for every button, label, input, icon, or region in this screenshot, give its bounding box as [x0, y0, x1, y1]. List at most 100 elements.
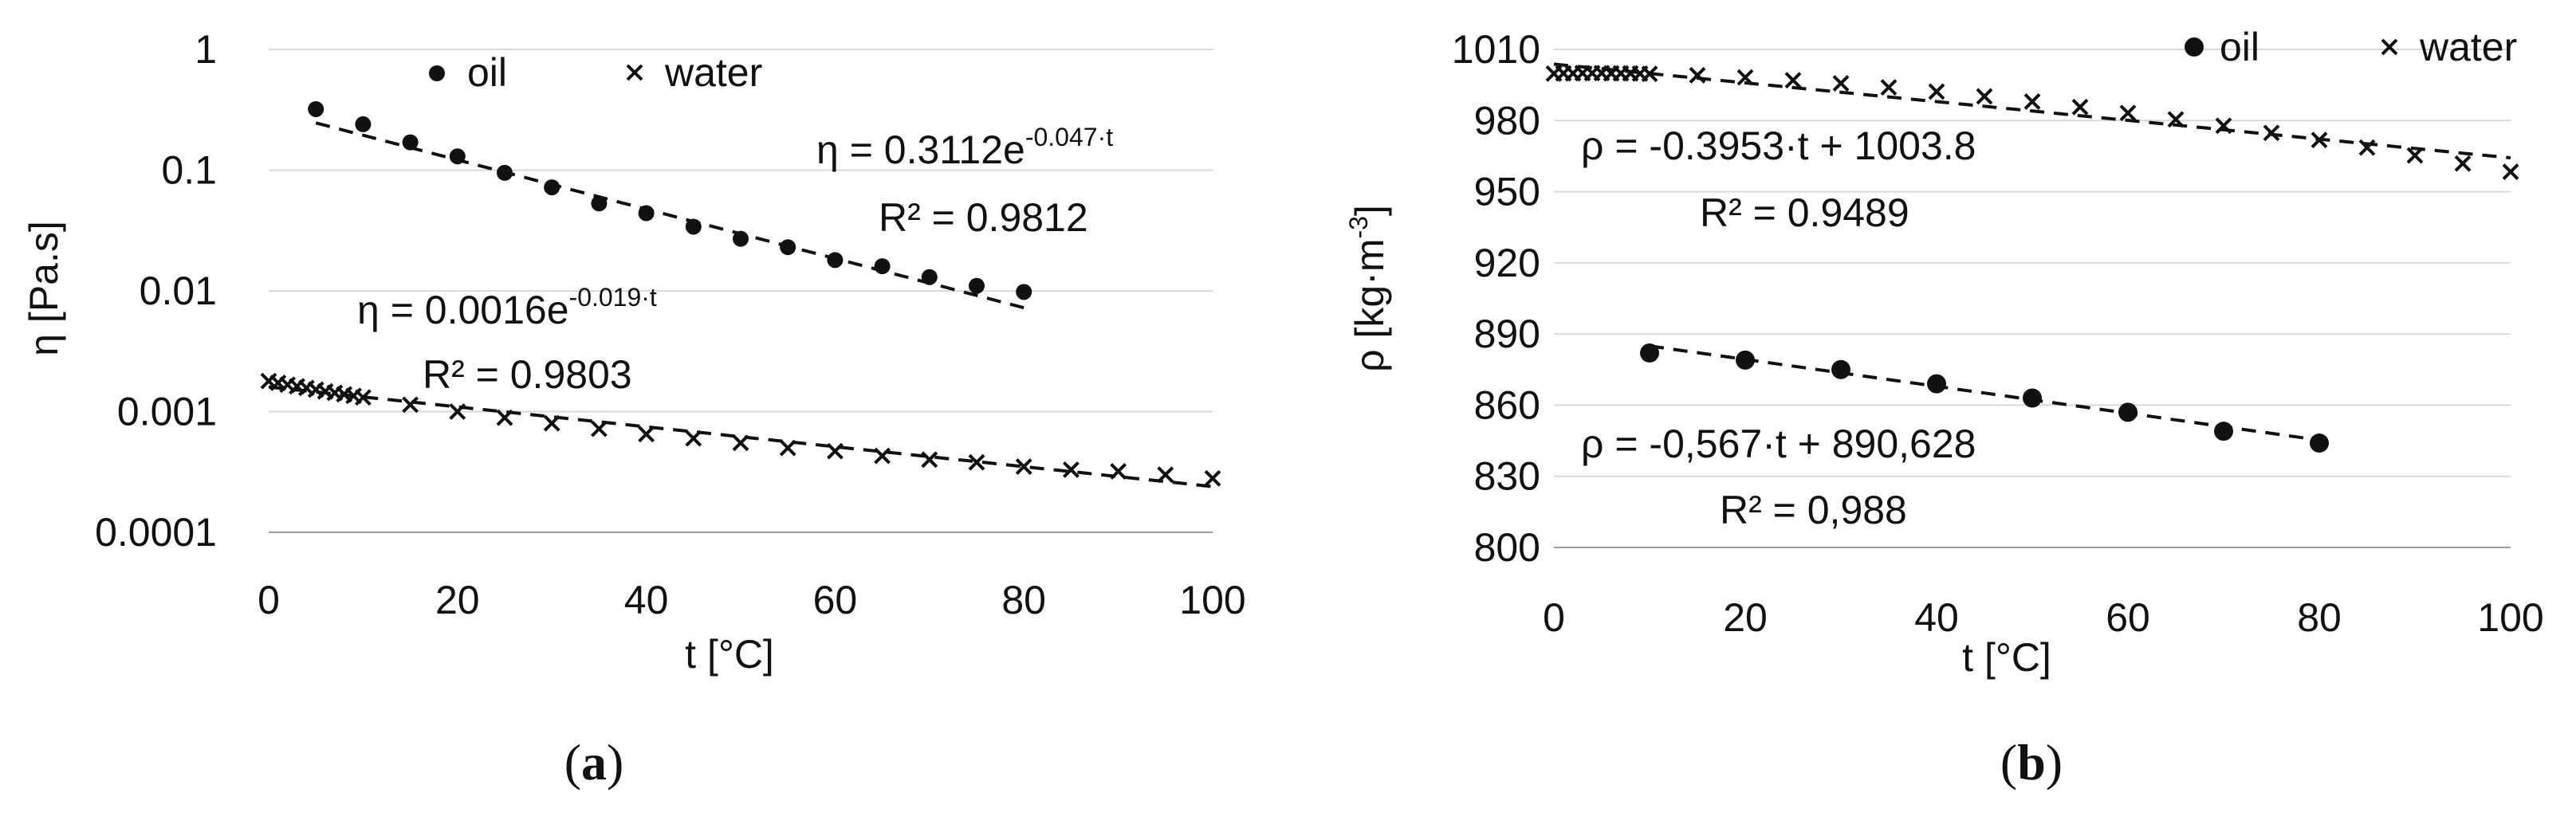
chart-b-oil-point: [1927, 374, 1946, 394]
chart-a-water-point: [1110, 463, 1127, 480]
chart-a-legend-water: water: [664, 50, 762, 95]
chart-b-water-point: [2119, 104, 2137, 122]
chart-b-x-tick-label: 60: [2106, 595, 2150, 640]
chart-b-y-tick-label: 950: [1474, 170, 1540, 214]
chart-a-legend-oil: oil: [467, 50, 507, 95]
chart-a-oil-point: [827, 252, 844, 269]
chart-a-legend-oil-marker: [429, 65, 445, 81]
chart-a-oil-point: [1016, 284, 1032, 300]
chart-b-water-point: [2023, 93, 2041, 110]
chart-b-sublabel: (b): [2000, 734, 2063, 790]
chart-a-oil-r2: R² = 0.9812: [879, 195, 1088, 240]
chart-b-water-point: [1784, 72, 1802, 89]
chart-a-y-tick-label: 0.01: [140, 269, 217, 313]
chart-a-water-point: [402, 396, 419, 414]
chart-b-water-point: [2311, 131, 2328, 149]
chart-b-trendline-oil: [1649, 344, 2320, 442]
chart-a-water-point: [496, 409, 513, 426]
chart-a-legend: oil water: [429, 50, 762, 95]
chart-b-legend-oil: oil: [2220, 25, 2259, 69]
chart-a-water-point: [1204, 469, 1221, 487]
chart-b-marks: [1545, 65, 2519, 453]
chart-a-legend-water-marker: [626, 64, 643, 81]
chart-a-y-tick-label: 0.001: [117, 390, 217, 434]
chart-b-oil-point: [2023, 388, 2042, 408]
chart-b-legend: oil water: [2185, 25, 2517, 69]
chart-b-trendlines: [1553, 62, 2511, 442]
chart-b-water-r2: R² = 0.9489: [1700, 190, 1909, 235]
chart-a-oil-point: [591, 195, 608, 212]
chart-a-water-point: [590, 420, 608, 437]
chart-b-water-point: [2167, 111, 2185, 128]
chart-b-y-tick-label: 860: [1474, 382, 1540, 427]
chart-a-oil-point: [969, 277, 985, 294]
chart-a-water-point: [826, 442, 844, 460]
chart-b-y-tick-label: 830: [1474, 454, 1540, 499]
chart-b-oil-point: [2214, 422, 2233, 441]
chart-a-water-point: [1015, 458, 1032, 475]
chart-b-water-point: [1880, 79, 1898, 96]
chart-a-trendline-water: [268, 385, 1213, 488]
chart-a-water-point: [968, 453, 985, 471]
chart-a-x-tick-label: 40: [624, 578, 669, 622]
chart-b-trendline-water: [1553, 62, 2511, 160]
chart-a-marks: [260, 100, 1221, 487]
chart-a-water-r2: R² = 0.9803: [423, 352, 632, 397]
chart-a-water-point: [638, 426, 655, 443]
chart-a-y-tick-label: 0.0001: [95, 510, 217, 555]
chart-b-density: 800 830 860 890 920 950 980 1010 0 20 40 60 80 100 t …: [1344, 25, 2544, 790]
chart-a-oil-point: [780, 239, 796, 256]
chart-b-water-point: [2215, 117, 2232, 135]
chart-a-gridlines: [269, 49, 1213, 413]
chart-b-x-tick-label: 0: [1543, 595, 1565, 640]
chart-a-trendline-oil: [315, 121, 1025, 310]
chart-b-water-point: [1832, 75, 1850, 92]
chart-b-x-tick-label: 20: [1723, 595, 1768, 640]
chart-b-legend-oil-marker: [2185, 37, 2204, 57]
chart-a-oil-point: [733, 230, 749, 247]
chart-b-water-point: [1736, 69, 1754, 86]
chart-a-oil-point: [544, 179, 560, 196]
chart-b-water-point: [2071, 98, 2089, 116]
chart-a-x-tick-label: 20: [435, 578, 480, 622]
chart-b-oil-point: [1736, 350, 1755, 370]
chart-a-x-axis-label: t [°C]: [685, 632, 774, 677]
chart-b-water-point: [1928, 83, 1945, 100]
chart-b-y-tick-label: 1010: [1452, 27, 1540, 72]
chart-b-oil-point: [2310, 434, 2329, 453]
chart-a-y-tick-label: 1: [195, 27, 217, 72]
chart-b-x-axis-label: t [°C]: [1962, 635, 2051, 680]
chart-a-water-point: [874, 447, 891, 465]
chart-b-water-point: [2454, 155, 2472, 172]
chart-a-water-point: [354, 389, 372, 406]
chart-a-viscosity: 0.0001 0.001 0.01 0.1 1 0 20 40 60 80 100 t [°C] η…: [22, 27, 1246, 790]
chart-a-tick-labels: 0.0001 0.001 0.01 0.1 1 0 20 40 60 80 100: [95, 27, 1246, 622]
chart-b-y-axis-label: ρ [kg·m-3]: [1344, 205, 1392, 372]
chart-b-water-point: [2406, 147, 2424, 164]
chart-a-oil-point: [921, 269, 938, 285]
chart-b-oil-point: [1831, 359, 1850, 379]
chart-b-y-tick-label: 890: [1474, 312, 1540, 356]
chart-b-oil-r2: R² = 0,988: [1720, 488, 1907, 532]
chart-a-y-axis-label: η [Pa.s]: [22, 221, 66, 356]
chart-b-x-tick-label: 100: [2477, 595, 2543, 640]
chart-a-sublabel: (a): [564, 734, 624, 790]
chart-a-x-tick-label: 80: [1001, 578, 1046, 622]
chart-b-oil-point: [2118, 402, 2137, 422]
chart-b-y-tick-label: 980: [1474, 98, 1540, 143]
chart-a-oil-point: [874, 258, 891, 275]
chart-a-x-tick-label: 0: [258, 578, 280, 622]
chart-a-water-point: [732, 434, 749, 452]
chart-a-water-equation: η = 0.0016e-0.019·t: [357, 283, 657, 332]
chart-a-y-tick-label: 0.1: [161, 148, 217, 193]
chart-a-water-point: [779, 439, 796, 457]
chart-a-oil-point: [449, 148, 466, 165]
chart-a-oil-point: [685, 218, 702, 235]
chart-a-oil-point: [638, 205, 655, 222]
chart-b-legend-water: water: [2419, 25, 2517, 69]
chart-a-x-tick-label: 100: [1179, 578, 1245, 622]
chart-a-oil-point: [308, 100, 324, 117]
chart-b-water-equation: ρ = -0.3953·t + 1003.8: [1581, 124, 1976, 168]
chart-b-water-point: [1976, 88, 1993, 105]
chart-b-gridlines: [1554, 49, 2511, 477]
